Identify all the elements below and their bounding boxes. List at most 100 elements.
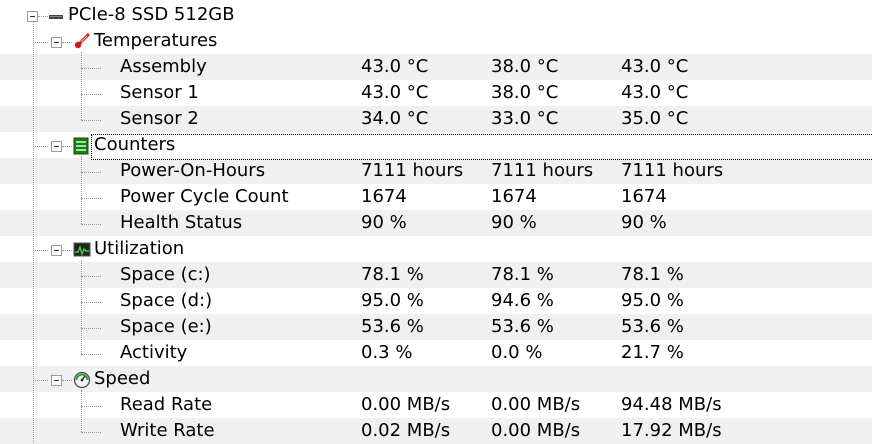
sensor-name: Read Rate (120, 394, 213, 415)
table-row[interactable]: Space (d:) 95.0 % 94.6 % 95.0 % (0, 288, 872, 314)
tree-line (62, 146, 72, 147)
collapse-toggle-temperatures[interactable] (51, 37, 62, 48)
value-max: 90 % (621, 212, 667, 233)
tree-line (81, 52, 82, 120)
tree-line (81, 432, 101, 433)
collapse-toggle-counters[interactable] (51, 141, 62, 152)
value-current: 53.6 % (361, 316, 424, 337)
row-stripe (0, 106, 872, 132)
value-current: 34.0 °C (361, 108, 429, 129)
collapse-toggle-utilization[interactable] (51, 245, 62, 256)
row-stripe (0, 262, 872, 288)
value-max: 1674 (621, 186, 667, 207)
row-stripe (0, 314, 872, 340)
collapse-toggle-speed[interactable] (51, 375, 62, 386)
value-current: 43.0 °C (361, 56, 429, 77)
value-max: 43.0 °C (621, 56, 689, 77)
value-current: 95.0 % (361, 290, 424, 311)
table-row[interactable]: Write Rate 0.02 MB/s 0.00 MB/s 17.92 MB/… (0, 418, 872, 444)
value-current: 7111 hours (361, 160, 464, 181)
tree-line (38, 16, 58, 17)
value-current: 0.3 % (361, 342, 413, 363)
group-label-counters[interactable]: Counters (94, 134, 176, 155)
value-max: 94.48 MB/s (621, 394, 722, 415)
speed-gauge-icon (73, 371, 91, 389)
tree-line (81, 260, 82, 354)
tree-line (81, 354, 101, 355)
tree-line (33, 42, 48, 43)
value-min: 0.00 MB/s (491, 394, 581, 415)
value-current: 0.02 MB/s (361, 420, 451, 441)
value-current: 43.0 °C (361, 82, 429, 103)
value-current: 1674 (361, 186, 407, 207)
value-min: 7111 hours (491, 160, 594, 181)
row-stripe (0, 158, 872, 184)
value-current: 0.00 MB/s (361, 394, 451, 415)
focus-rectangle (91, 134, 872, 160)
value-min: 0.0 % (491, 342, 543, 363)
device-name[interactable]: PCIe-8 SSD 512GB (68, 4, 235, 25)
value-min: 0.00 MB/s (491, 420, 581, 441)
value-max: 78.1 % (621, 264, 684, 285)
value-max: 43.0 °C (621, 82, 689, 103)
collapse-toggle-device[interactable] (27, 11, 38, 22)
table-row[interactable]: Power-On-Hours 7111 hours 7111 hours 711… (0, 158, 872, 184)
tree-line (62, 250, 72, 251)
tree-line (81, 94, 101, 95)
tree-line (81, 120, 101, 121)
row-stripe (0, 54, 872, 80)
value-max: 7111 hours (621, 160, 724, 181)
row-stripe (0, 366, 872, 392)
tree-line (33, 250, 48, 251)
table-row[interactable]: Activity 0.3 % 0.0 % 21.7 % (0, 340, 872, 366)
tree-line (81, 406, 101, 407)
sensor-name: Activity (120, 342, 188, 363)
row-stripe (0, 418, 872, 444)
group-label-temperatures[interactable]: Temperatures (94, 30, 218, 51)
tree-line (33, 20, 34, 443)
tree-line (81, 198, 101, 199)
table-row[interactable]: Sensor 1 43.0 °C 38.0 °C 43.0 °C (0, 80, 872, 106)
tree-line (33, 380, 48, 381)
table-row[interactable]: Read Rate 0.00 MB/s 0.00 MB/s 94.48 MB/s (0, 392, 872, 418)
value-min: 78.1 % (491, 264, 554, 285)
tree-line (62, 42, 72, 43)
value-min: 1674 (491, 186, 537, 207)
table-row[interactable]: Power Cycle Count 1674 1674 1674 (0, 184, 872, 210)
value-max: 95.0 % (621, 290, 684, 311)
sensor-name: Sensor 1 (120, 82, 199, 103)
table-row[interactable]: Space (c:) 78.1 % 78.1 % 78.1 % (0, 262, 872, 288)
sensor-name: Power-On-Hours (120, 160, 266, 181)
tree-line (81, 276, 101, 277)
table-row[interactable]: Sensor 2 34.0 °C 33.0 °C 35.0 °C (0, 106, 872, 132)
group-label-utilization[interactable]: Utilization (94, 238, 185, 259)
sensor-name: Assembly (120, 56, 207, 77)
tree-line (81, 172, 101, 173)
value-min: 33.0 °C (491, 108, 559, 129)
sensor-name: Space (c:) (120, 264, 211, 285)
tree-line (62, 380, 72, 381)
value-current: 90 % (361, 212, 407, 233)
thermometer-icon (73, 33, 90, 49)
tree-line (81, 224, 101, 225)
value-max: 53.6 % (621, 316, 684, 337)
sensor-name: Space (d:) (120, 290, 213, 311)
utilization-icon (73, 242, 91, 258)
table-row[interactable]: Space (e:) 53.6 % 53.6 % 53.6 % (0, 314, 872, 340)
table-row[interactable]: Assembly 43.0 °C 38.0 °C 43.0 °C (0, 54, 872, 80)
value-max: 35.0 °C (621, 108, 689, 129)
value-min: 38.0 °C (491, 82, 559, 103)
tree-line (81, 390, 82, 432)
sensor-name: Power Cycle Count (120, 186, 289, 207)
value-max: 17.92 MB/s (621, 420, 722, 441)
tree-line (81, 68, 101, 69)
value-min: 94.6 % (491, 290, 554, 311)
sensor-name: Write Rate (120, 420, 215, 441)
tree-line (81, 156, 82, 224)
group-label-speed[interactable]: Speed (94, 368, 151, 389)
value-current: 78.1 % (361, 264, 424, 285)
sensor-name: Space (e:) (120, 316, 212, 337)
table-row[interactable]: Health Status 90 % 90 % 90 % (0, 210, 872, 236)
sensor-name: Health Status (120, 212, 243, 233)
value-max: 21.7 % (621, 342, 684, 363)
